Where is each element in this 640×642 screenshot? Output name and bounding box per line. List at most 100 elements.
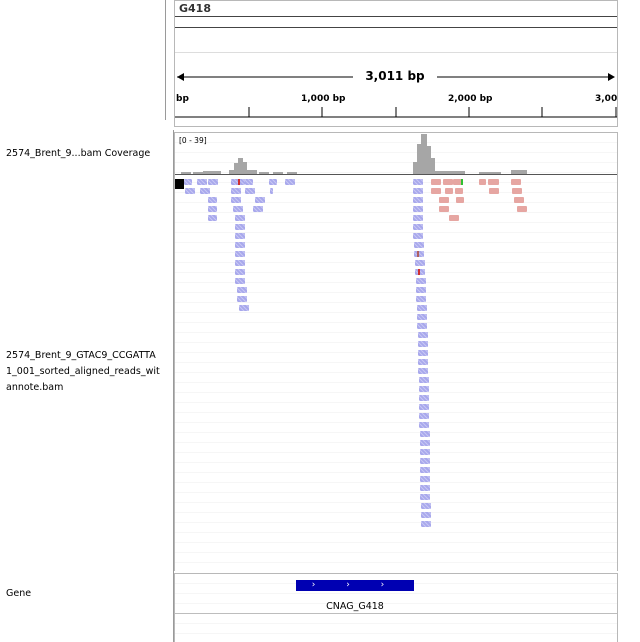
read[interactable]: [418, 332, 428, 338]
read[interactable]: [185, 188, 195, 194]
read[interactable]: [231, 188, 241, 194]
read[interactable]: [420, 431, 430, 437]
read[interactable]: [517, 206, 527, 212]
read[interactable]: [418, 341, 428, 347]
read[interactable]: [415, 269, 425, 275]
coverage-range: [0 - 39]: [179, 136, 207, 145]
read[interactable]: [419, 395, 429, 401]
read[interactable]: [418, 368, 428, 374]
coverage-track-label[interactable]: 2574_Brent_9...bam Coverage: [6, 148, 151, 159]
read[interactable]: [413, 215, 423, 221]
read[interactable]: [449, 215, 459, 221]
read[interactable]: [231, 197, 241, 203]
read[interactable]: [235, 233, 245, 239]
read[interactable]: [235, 242, 245, 248]
read[interactable]: [235, 278, 245, 284]
read[interactable]: [420, 494, 430, 500]
read[interactable]: [235, 260, 245, 266]
read[interactable]: [285, 179, 295, 185]
read[interactable]: [235, 269, 245, 275]
read[interactable]: [416, 287, 426, 293]
read[interactable]: [445, 188, 453, 194]
read[interactable]: [421, 512, 431, 518]
read[interactable]: [431, 188, 441, 194]
span-arrow: [177, 73, 615, 81]
read[interactable]: [237, 296, 247, 302]
read[interactable]: [419, 404, 429, 410]
read[interactable]: [270, 188, 273, 194]
read[interactable]: [208, 197, 217, 203]
read[interactable]: [418, 350, 428, 356]
read[interactable]: [413, 233, 423, 239]
read[interactable]: [414, 242, 424, 248]
read[interactable]: [415, 260, 425, 266]
read[interactable]: [511, 179, 521, 185]
read[interactable]: [235, 215, 245, 221]
alignment-track-label[interactable]: 2574_Brent_9_GTAC9_CCGATTA 1_001_sorted_…: [6, 348, 160, 396]
read[interactable]: [419, 422, 429, 428]
position-marker[interactable]: [175, 179, 184, 189]
read[interactable]: [455, 188, 463, 194]
read[interactable]: [417, 314, 427, 320]
name-panel-divider-lower[interactable]: [173, 130, 174, 642]
read[interactable]: [420, 476, 430, 482]
read[interactable]: [421, 521, 431, 527]
read[interactable]: [184, 179, 192, 185]
read[interactable]: [439, 206, 449, 212]
name-panel-divider[interactable]: [165, 0, 166, 120]
read[interactable]: [245, 179, 253, 185]
read[interactable]: [208, 179, 218, 185]
read[interactable]: [479, 179, 486, 185]
read[interactable]: [419, 413, 429, 419]
read[interactable]: [417, 323, 427, 329]
read[interactable]: [233, 206, 243, 212]
read[interactable]: [514, 197, 524, 203]
read[interactable]: [431, 179, 441, 185]
gene-feature[interactable]: › › › ›: [296, 580, 414, 601]
read[interactable]: [197, 179, 207, 185]
read[interactable]: [439, 197, 449, 203]
read[interactable]: [269, 179, 277, 185]
read[interactable]: [253, 206, 263, 212]
read[interactable]: [239, 305, 249, 311]
read[interactable]: [235, 224, 245, 230]
read[interactable]: [413, 206, 423, 212]
read[interactable]: [208, 215, 217, 221]
read[interactable]: [420, 458, 430, 464]
read[interactable]: [420, 440, 430, 446]
ideogram-bar[interactable]: [175, 16, 617, 28]
tick-label-3000: 3,00: [595, 94, 618, 104]
data-panel[interactable]: [0 - 39]: [174, 132, 618, 571]
read[interactable]: [418, 359, 428, 365]
read[interactable]: [413, 179, 423, 185]
read[interactable]: [413, 224, 423, 230]
read[interactable]: [413, 197, 423, 203]
read[interactable]: [419, 386, 429, 392]
read[interactable]: [420, 467, 430, 473]
ruler-divider: [175, 52, 617, 53]
read[interactable]: [200, 188, 210, 194]
read[interactable]: [416, 296, 426, 302]
read[interactable]: [512, 188, 522, 194]
read[interactable]: [413, 188, 423, 194]
read[interactable]: [255, 197, 265, 203]
read[interactable]: [416, 278, 426, 284]
read[interactable]: [208, 206, 217, 212]
read[interactable]: [488, 179, 499, 185]
read[interactable]: [420, 485, 430, 491]
chromosome-name: G418: [179, 2, 211, 15]
read[interactable]: [235, 251, 245, 257]
read[interactable]: [453, 179, 463, 185]
read[interactable]: [489, 188, 499, 194]
read[interactable]: [456, 197, 464, 203]
read[interactable]: [419, 377, 429, 383]
read[interactable]: [237, 287, 247, 293]
read[interactable]: [414, 251, 424, 257]
gene-track-label[interactable]: Gene: [6, 588, 32, 599]
gene-panel[interactable]: › › › › CNAG_G418: [174, 573, 618, 642]
read[interactable]: [443, 179, 453, 185]
read[interactable]: [420, 449, 430, 455]
read[interactable]: [421, 503, 431, 509]
read[interactable]: [417, 305, 427, 311]
read[interactable]: [245, 188, 255, 194]
